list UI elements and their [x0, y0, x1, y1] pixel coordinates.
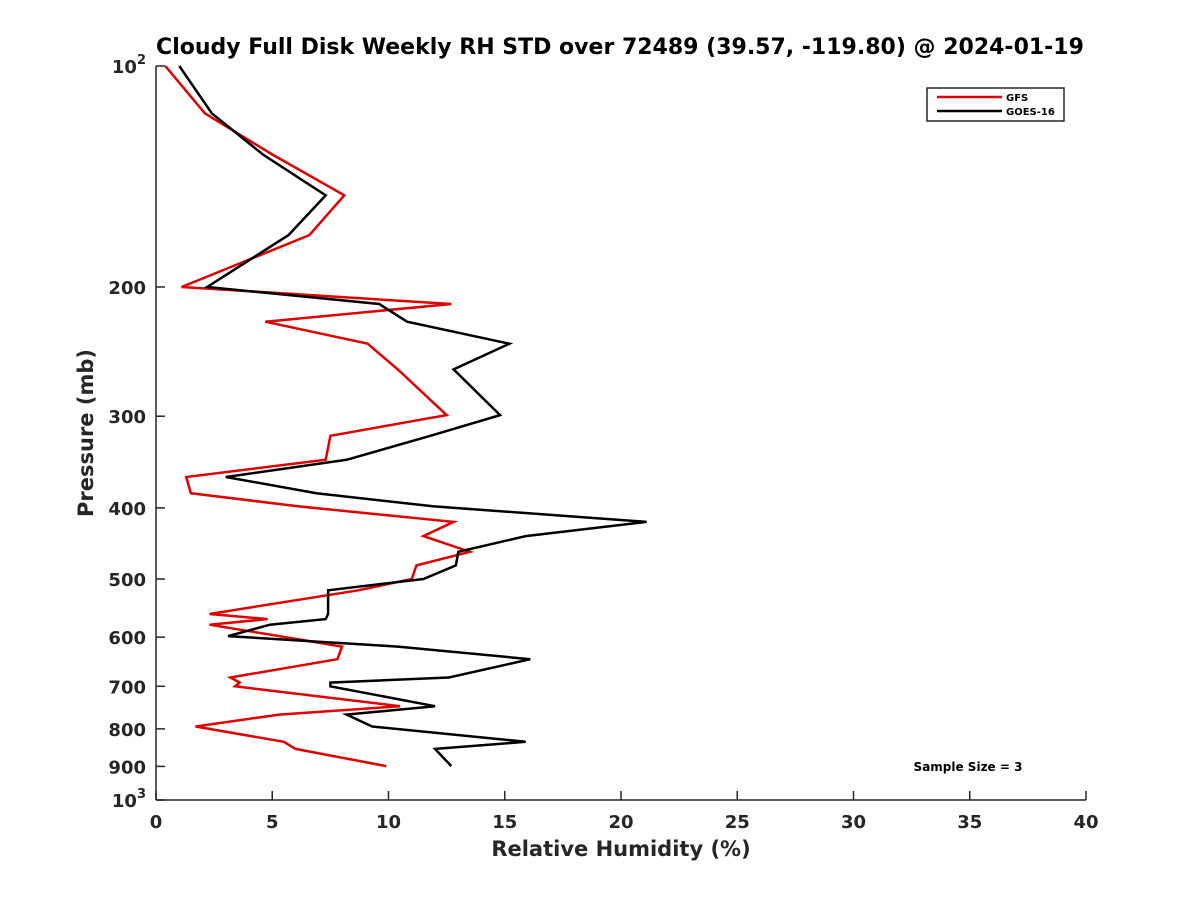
- y-tick-label: 103: [112, 787, 146, 812]
- legend-box: [926, 87, 1065, 122]
- x-tick-label: 25: [725, 812, 750, 833]
- x-axis-label: Relative Humidity (%): [491, 837, 750, 861]
- series-layer: [164, 65, 647, 768]
- chart-title: Cloudy Full Disk Weekly RH STD over 7248…: [156, 35, 1084, 60]
- x-tick-label: 15: [492, 812, 517, 833]
- x-tick-label: 35: [957, 812, 982, 833]
- y-tick-base: 10: [112, 57, 137, 78]
- legend: GFS GOES-16: [926, 87, 1065, 122]
- y-tick-label: 400: [108, 499, 146, 520]
- legend-label-goes-16: GOES-16: [1006, 107, 1055, 118]
- y-tick-label: 800: [108, 720, 146, 741]
- y-tick-exponent: 2: [137, 53, 146, 68]
- x-tick-label: 0: [150, 812, 163, 833]
- y-tick-label: 300: [108, 407, 146, 428]
- x-tick-label: 30: [841, 812, 866, 833]
- x-tick-label: 40: [1073, 812, 1098, 833]
- y-axis-label: Pressure (mb): [74, 349, 98, 517]
- legend-label-gfs: GFS: [1006, 93, 1028, 104]
- x-tick-label: 20: [608, 812, 633, 833]
- x-tick-label: 5: [266, 812, 279, 833]
- y-tick-label: 900: [108, 757, 146, 778]
- series-line-goes-16: [178, 65, 647, 767]
- x-tick-label: 10: [376, 812, 401, 833]
- y-tick-label: 102: [112, 53, 146, 78]
- y-tick-label: 200: [108, 278, 146, 299]
- y-tick-base: 10: [112, 791, 137, 812]
- y-tick-exponent: 3: [137, 787, 146, 802]
- y-tick-label: 700: [108, 677, 146, 698]
- x-ticks: 0 5 10 15 20 25 30 35 40: [150, 791, 1099, 833]
- series-line-gfs: [164, 65, 475, 768]
- y-tick-label: 600: [108, 628, 146, 649]
- y-tick-label: 500: [108, 570, 146, 591]
- sample-size-annotation: Sample Size = 3: [914, 760, 1023, 774]
